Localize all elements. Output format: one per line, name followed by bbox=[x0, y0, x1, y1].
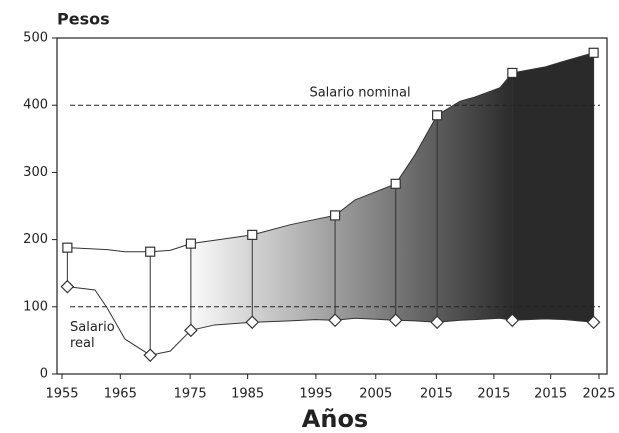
square-marker bbox=[330, 210, 341, 221]
x-tick-label: 2005 bbox=[359, 387, 392, 402]
diamond-marker bbox=[60, 279, 75, 294]
x-tick-label: 2015 bbox=[534, 387, 567, 402]
diamond-marker bbox=[245, 315, 260, 330]
y-tick-label: 300 bbox=[23, 165, 48, 180]
reference-label-word: Salario bbox=[70, 319, 115, 334]
x-tick-label: 1975 bbox=[174, 387, 207, 402]
diamond-marker bbox=[184, 323, 198, 338]
x-tick-label: 1995 bbox=[299, 387, 332, 402]
diamond-marker bbox=[586, 315, 601, 330]
square-marker bbox=[507, 67, 518, 79]
x-tick-label: 1985 bbox=[231, 387, 264, 402]
square-marker bbox=[588, 47, 599, 58]
x-tick-label: 2025 bbox=[582, 387, 615, 402]
y-title: Pesos bbox=[57, 10, 110, 29]
y-tick-label: 100 bbox=[23, 299, 48, 314]
x-title: Años bbox=[302, 405, 368, 433]
diamond-marker bbox=[143, 348, 158, 363]
plot-frame bbox=[56, 37, 608, 375]
y-tick-label: 400 bbox=[23, 98, 48, 113]
square-marker bbox=[390, 178, 401, 189]
reference-label-word: real bbox=[70, 335, 95, 350]
square-marker bbox=[247, 229, 258, 240]
diamond-marker bbox=[328, 313, 342, 328]
diamond-marker bbox=[388, 313, 403, 328]
x-tick-label: 1965 bbox=[104, 387, 137, 402]
x-tick-label: 2015 bbox=[420, 387, 453, 402]
x-tick-label: 2015 bbox=[477, 387, 510, 402]
square-marker bbox=[145, 246, 156, 257]
y-tick-label: 200 bbox=[23, 232, 48, 247]
square-marker bbox=[62, 242, 73, 253]
reference-label: Salario real bbox=[70, 319, 115, 350]
diamond-marker bbox=[505, 313, 520, 328]
reference-label: Salario nominal bbox=[309, 86, 410, 101]
x-tick-label: 1955 bbox=[45, 387, 78, 402]
y-tick-label: 500 bbox=[23, 31, 48, 46]
area bbox=[67, 52, 594, 356]
square-marker bbox=[432, 110, 443, 121]
diamond-marker bbox=[430, 315, 444, 330]
square-marker bbox=[185, 238, 196, 249]
y-tick-label: 0 bbox=[40, 367, 48, 382]
